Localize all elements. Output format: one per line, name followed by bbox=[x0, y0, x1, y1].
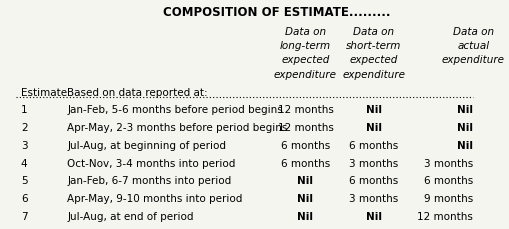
Text: actual: actual bbox=[457, 41, 490, 51]
Text: 12 months: 12 months bbox=[277, 123, 333, 133]
Text: Jul-Aug, at beginning of period: Jul-Aug, at beginning of period bbox=[67, 141, 226, 151]
Text: Jan-Feb, 6-7 months into period: Jan-Feb, 6-7 months into period bbox=[67, 176, 231, 186]
Text: Based on data reported at:: Based on data reported at: bbox=[67, 88, 208, 98]
Text: 6 months: 6 months bbox=[349, 176, 398, 186]
Text: 6 months: 6 months bbox=[281, 141, 330, 151]
Text: COMPOSITION OF ESTIMATE.........: COMPOSITION OF ESTIMATE......... bbox=[162, 6, 390, 19]
Text: 12 months: 12 months bbox=[277, 105, 333, 115]
Text: Nil: Nil bbox=[458, 123, 473, 133]
Text: 3 months: 3 months bbox=[349, 194, 398, 204]
Text: long-term: long-term bbox=[280, 41, 331, 51]
Text: 12 months: 12 months bbox=[417, 212, 473, 222]
Text: 3: 3 bbox=[21, 141, 27, 151]
Text: expenditure: expenditure bbox=[442, 55, 505, 65]
Text: 9 months: 9 months bbox=[424, 194, 473, 204]
Text: 6 months: 6 months bbox=[281, 158, 330, 169]
Text: Estimate: Estimate bbox=[21, 88, 67, 98]
Text: expenditure: expenditure bbox=[342, 70, 405, 79]
Text: short-term: short-term bbox=[346, 41, 401, 51]
Text: Data on: Data on bbox=[353, 27, 394, 37]
Text: 6 months: 6 months bbox=[349, 141, 398, 151]
Text: Nil: Nil bbox=[297, 176, 314, 186]
Text: 6: 6 bbox=[21, 194, 27, 204]
Text: Jan-Feb, 5-6 months before period begins: Jan-Feb, 5-6 months before period begins bbox=[67, 105, 283, 115]
Text: Nil: Nil bbox=[365, 123, 382, 133]
Text: 7: 7 bbox=[21, 212, 27, 222]
Text: 2: 2 bbox=[21, 123, 27, 133]
Text: Nil: Nil bbox=[365, 212, 382, 222]
Text: Nil: Nil bbox=[297, 194, 314, 204]
Text: Jul-Aug, at end of period: Jul-Aug, at end of period bbox=[67, 212, 193, 222]
Text: Apr-May, 9-10 months into period: Apr-May, 9-10 months into period bbox=[67, 194, 242, 204]
Text: Nil: Nil bbox=[297, 212, 314, 222]
Text: 1: 1 bbox=[21, 105, 27, 115]
Text: Nil: Nil bbox=[365, 105, 382, 115]
Text: Apr-May, 2-3 months before period begins: Apr-May, 2-3 months before period begins bbox=[67, 123, 288, 133]
Text: 5: 5 bbox=[21, 176, 27, 186]
Text: Data on: Data on bbox=[453, 27, 494, 37]
Text: Nil: Nil bbox=[458, 105, 473, 115]
Text: Oct-Nov, 3-4 months into period: Oct-Nov, 3-4 months into period bbox=[67, 158, 236, 169]
Text: 3 months: 3 months bbox=[349, 158, 398, 169]
Text: expected: expected bbox=[281, 55, 330, 65]
Text: 4: 4 bbox=[21, 158, 27, 169]
Text: 3 months: 3 months bbox=[424, 158, 473, 169]
Text: Data on: Data on bbox=[285, 27, 326, 37]
Text: expenditure: expenditure bbox=[274, 70, 337, 79]
Text: Nil: Nil bbox=[458, 141, 473, 151]
Text: expected: expected bbox=[349, 55, 398, 65]
Text: 6 months: 6 months bbox=[424, 176, 473, 186]
